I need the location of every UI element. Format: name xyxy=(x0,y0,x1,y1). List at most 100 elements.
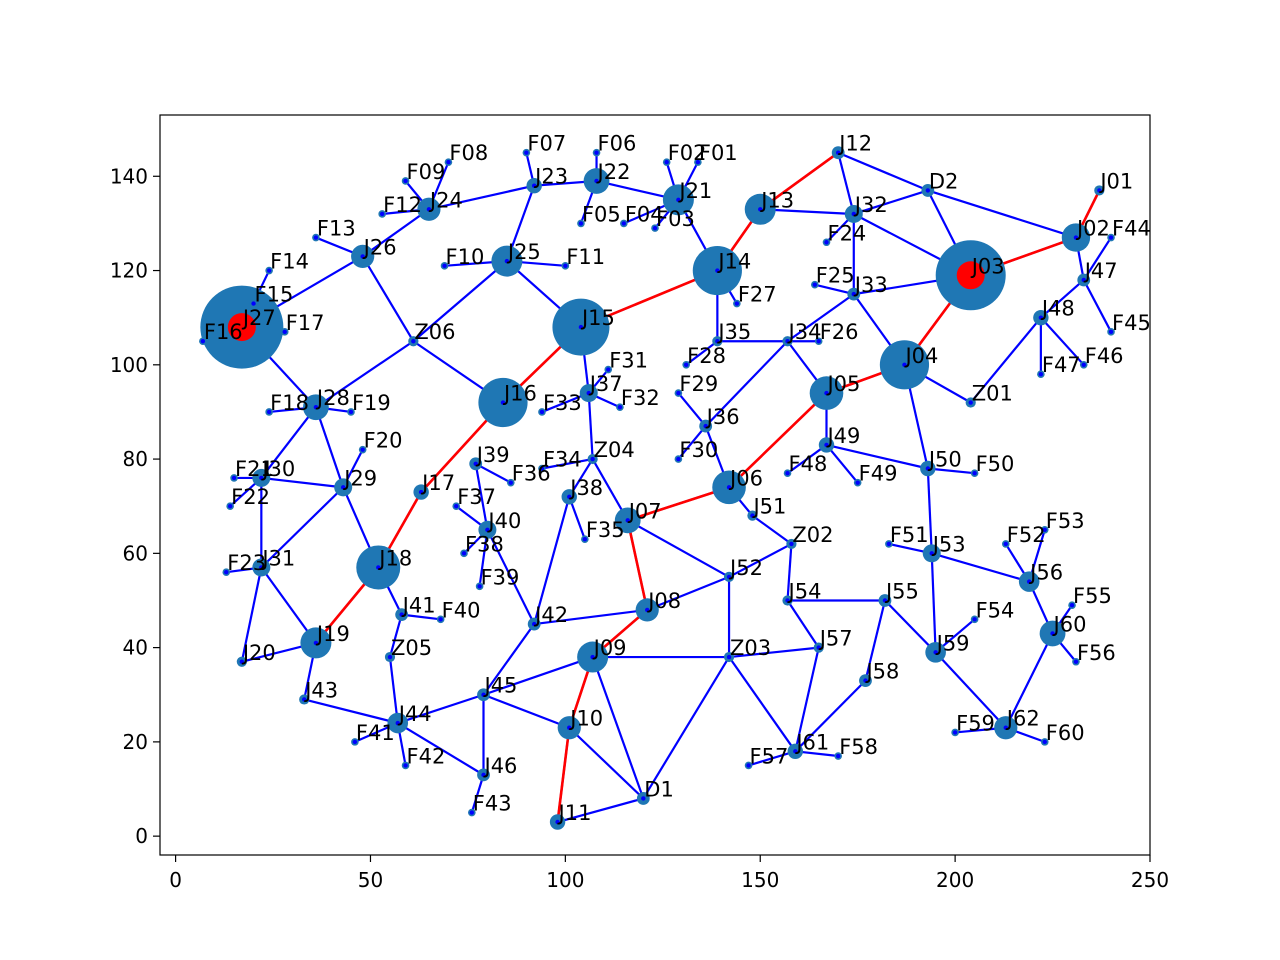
node-label-j01: J01 xyxy=(1098,169,1133,193)
node-label-f51: F51 xyxy=(890,523,929,547)
node-center-f47 xyxy=(1038,372,1044,377)
node-label-f19: F19 xyxy=(352,391,391,415)
node-center-f41 xyxy=(352,739,358,745)
node-center-j14 xyxy=(715,268,720,273)
node-center-f26 xyxy=(816,339,821,344)
edge-j29-j30 xyxy=(261,476,344,489)
edge-j40-f39 xyxy=(478,529,489,587)
node-label-j14: J14 xyxy=(716,250,751,274)
node-label-j61: J61 xyxy=(794,730,829,754)
node-label-f12: F12 xyxy=(383,193,422,217)
node-label-j07: J07 xyxy=(627,499,662,523)
node-center-j39 xyxy=(473,461,478,466)
node-label-j09: J09 xyxy=(592,636,627,660)
node-center-j54 xyxy=(785,598,790,603)
node-center-f30 xyxy=(676,456,681,462)
node-label-j34: J34 xyxy=(787,320,822,344)
node-center-j53 xyxy=(929,551,934,556)
edge-j39-f36 xyxy=(475,462,512,484)
node-label-f06: F06 xyxy=(598,132,637,156)
node-label-f36: F36 xyxy=(512,462,551,486)
node-label-f05: F05 xyxy=(582,202,621,226)
edge-j46-j44 xyxy=(397,722,485,776)
edge-j33-j34 xyxy=(786,293,855,343)
node-label-j18: J18 xyxy=(377,546,412,570)
node-center-f32 xyxy=(617,405,623,410)
node-center-j01 xyxy=(1097,188,1102,193)
node-label-j47: J47 xyxy=(1083,259,1118,283)
edge-j33-f25 xyxy=(814,283,855,296)
edge-j09-j45 xyxy=(483,655,593,696)
node-label-f50: F50 xyxy=(976,452,1015,476)
node-label-j56: J56 xyxy=(1028,561,1063,585)
node-center-f51 xyxy=(886,541,892,547)
node-center-j60 xyxy=(1050,631,1055,636)
node-center-f52 xyxy=(1003,541,1008,547)
node-center-f11 xyxy=(563,263,568,269)
node-center-f19 xyxy=(348,409,354,415)
node-label-j13: J13 xyxy=(759,188,794,212)
node-center-f03 xyxy=(652,225,658,231)
node-label-j37: J37 xyxy=(588,372,623,396)
node-center-f14 xyxy=(266,268,272,273)
x-tick-label: 100 xyxy=(546,868,584,892)
node-label-f29: F29 xyxy=(679,372,718,396)
node-label-j08: J08 xyxy=(646,589,681,613)
node-label-f53: F53 xyxy=(1046,509,1085,533)
node-center-j22 xyxy=(594,178,599,184)
node-label-j51: J51 xyxy=(751,495,786,519)
node-center-j61 xyxy=(793,749,798,754)
edge-j24-j26 xyxy=(362,208,430,258)
node-label-z02: Z02 xyxy=(792,523,833,547)
path-edge-j10-j11 xyxy=(556,727,571,823)
edge-j57-j61 xyxy=(794,647,820,752)
node-center-j41 xyxy=(399,612,404,617)
edge-j53-j59 xyxy=(930,553,937,653)
node-label-j59: J59 xyxy=(935,631,970,655)
node-label-j46: J46 xyxy=(483,754,518,778)
edge-j47-f44 xyxy=(1082,236,1112,281)
node-label-f21: F21 xyxy=(235,457,274,481)
edge-j55-j58 xyxy=(864,600,887,681)
node-center-j59 xyxy=(933,650,938,655)
node-center-j44 xyxy=(395,720,400,726)
node-label-z01: Z01 xyxy=(972,382,1013,406)
edge-j28-j30 xyxy=(260,406,317,479)
path-edge-j06-j07 xyxy=(627,486,730,522)
node-label-j41: J41 xyxy=(401,594,436,618)
node-center-j57 xyxy=(816,645,821,650)
node-label-f28: F28 xyxy=(687,344,726,368)
node-label-f41: F41 xyxy=(356,721,395,745)
node-center-f59 xyxy=(952,730,958,735)
node-label-f22: F22 xyxy=(231,485,270,509)
node-label-f03: F03 xyxy=(656,207,695,231)
edge-j09-d1 xyxy=(591,656,645,799)
node-center-j50 xyxy=(925,466,931,471)
node-label-f59: F59 xyxy=(956,711,995,735)
node-center-j48 xyxy=(1038,315,1044,320)
node-label-f16: F16 xyxy=(204,320,243,344)
node-center-j17 xyxy=(418,489,424,495)
node-label-j16: J16 xyxy=(502,382,537,406)
node-center-j42 xyxy=(531,621,537,627)
node-center-j15 xyxy=(578,324,584,330)
edge-j58-j61 xyxy=(794,679,867,753)
node-center-j33 xyxy=(851,291,856,297)
edge-j51-z02 xyxy=(751,514,793,545)
edge-j36-f29 xyxy=(677,392,707,427)
edge-j31-j20 xyxy=(240,567,263,662)
node-label-z04: Z04 xyxy=(594,438,635,462)
edge-j26-z06 xyxy=(361,255,415,342)
node-center-f04 xyxy=(621,221,627,226)
edge-d2-j02 xyxy=(927,189,1077,239)
x-tick-label: 250 xyxy=(1131,868,1169,892)
node-label-f39: F39 xyxy=(481,565,520,589)
node-label-j53: J53 xyxy=(931,532,966,556)
node-label-z06: Z06 xyxy=(414,320,455,344)
node-center-j07 xyxy=(625,518,630,523)
edge-j49-j50 xyxy=(826,443,929,470)
node-center-z05 xyxy=(387,654,393,660)
edge-j10-d1 xyxy=(568,726,645,800)
edge-z02-j52 xyxy=(728,542,792,578)
edge-j37-z04 xyxy=(587,393,594,460)
